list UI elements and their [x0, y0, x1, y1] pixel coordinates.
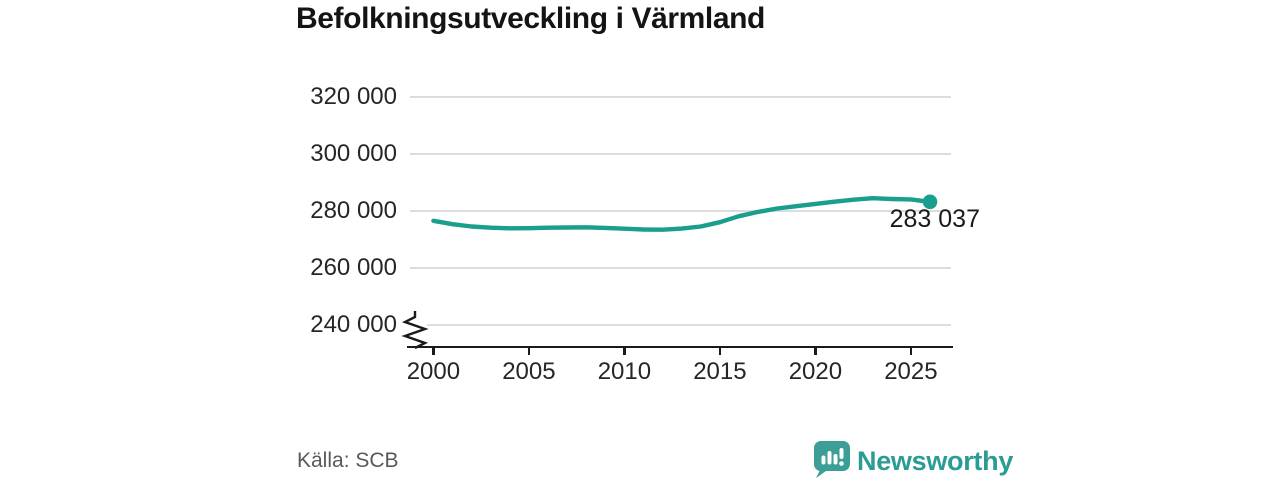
- gridline-320000: [410, 96, 951, 98]
- gridline-280000: [410, 210, 951, 212]
- y-axis-label: 320 000: [310, 83, 397, 110]
- y-axis-label: 300 000: [310, 140, 397, 167]
- gridline-300000: [410, 153, 951, 155]
- gridline-260000: [410, 267, 951, 269]
- x-tick-2025: [909, 348, 913, 355]
- population-line: [431, 196, 933, 232]
- newsworthy-bubble-chart-icon: [813, 441, 850, 478]
- x-axis-label: 2020: [788, 358, 843, 385]
- y-axis-label: 240 000: [310, 311, 397, 338]
- y-axis-break-icon: [401, 311, 429, 350]
- x-tick-2010: [623, 348, 626, 355]
- x-tick-2005: [527, 348, 531, 355]
- source-note: Källa: SCB: [297, 449, 399, 472]
- x-tick-2015: [718, 348, 722, 355]
- x-axis-line: [407, 346, 953, 349]
- x-tick-2000: [432, 348, 435, 355]
- newsworthy-logo: Newsworthy: [811, 439, 1013, 479]
- x-axis-label: 2000: [406, 358, 461, 385]
- end-value-annotation: 283 037: [889, 205, 980, 233]
- x-tick-2020: [814, 348, 817, 355]
- x-axis-label: 2015: [693, 358, 747, 385]
- x-axis-label: 2005: [502, 358, 556, 385]
- x-axis-label: 2010: [597, 358, 652, 385]
- population-line-chart: [431, 194, 938, 232]
- newsworthy-wordmark: Newsworthy: [857, 446, 1014, 476]
- gridline-240000: [410, 324, 951, 326]
- line-end-dot: [922, 194, 938, 210]
- chart-title: Befolkningsutveckling i Värmland: [296, 2, 765, 35]
- y-axis-label: 280 000: [310, 197, 397, 224]
- y-axis-label: 260 000: [310, 254, 397, 281]
- x-axis-label: 2025: [884, 358, 938, 385]
